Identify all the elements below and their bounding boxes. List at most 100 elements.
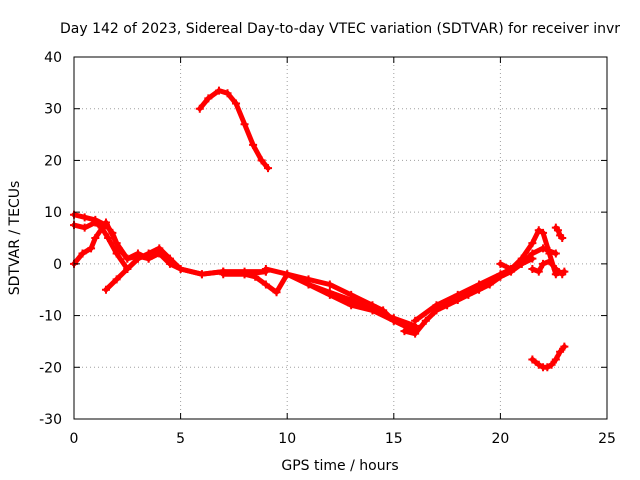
data-point [264,164,273,173]
data-point [534,360,543,369]
data-point [123,254,132,263]
data-point [91,218,100,227]
data-point [78,249,87,258]
data-point [219,270,228,279]
data-point [556,347,565,356]
data-point [368,306,377,315]
data-point [545,249,554,258]
data-point [249,140,258,149]
data-point [283,270,292,279]
data-point [261,265,270,274]
data-series-3 [71,220,141,272]
data-point [547,360,556,369]
y-tick-label: -10 [39,309,62,325]
data-point [507,265,516,274]
data-point [240,120,249,129]
data-point [432,301,441,310]
data-point [411,316,420,325]
data-series-6 [220,271,418,334]
data-point [534,267,543,276]
y-tick-label: 10 [44,205,62,221]
y-axis-label: SDTVAR / TECUs [7,181,23,296]
data-point [223,89,232,98]
y-tick-label: -30 [39,412,62,428]
y-tick-label: 20 [44,153,62,169]
data-point [80,213,89,222]
data-point [389,316,398,325]
data-point [204,94,213,103]
data-point [155,244,164,253]
data-point [528,265,537,274]
data-point [91,234,100,242]
x-tick-label: 20 [491,431,509,447]
data-point [165,254,174,263]
data-point [80,223,89,232]
data-point [558,234,567,242]
data-point [528,249,537,258]
data-point [133,254,142,263]
data-point [87,244,96,253]
data-point [112,239,121,248]
data-point [534,226,543,235]
y-tick-label: -20 [39,360,62,376]
data-point [475,280,484,289]
x-axis-label: GPS time / hours [281,458,398,474]
data-point [272,288,281,297]
data-point [112,275,121,284]
data-point [558,270,567,279]
data-point [517,254,526,263]
data-point [421,316,430,325]
data-point [304,280,313,289]
data-point [543,363,552,372]
data-point [101,218,110,227]
data-series-13 [553,225,565,241]
data-point [144,249,153,258]
data-point [539,228,548,237]
plot-frame [73,56,608,420]
y-tick-label: 30 [44,102,62,118]
data-point [496,259,505,268]
data-point [411,329,420,338]
x-tick-label: 10 [278,431,296,447]
grid [74,57,607,419]
y-tick-label: 40 [44,50,62,66]
data-point [214,86,223,95]
y-tick-label: 0 [53,257,62,273]
data-point [232,99,241,108]
data-point [453,290,462,299]
chart-title: Day 142 of 2023, Sidereal Day-to-day VTE… [60,21,620,37]
data-point [240,270,249,279]
x-tick-label: 0 [70,431,79,447]
data-point [195,104,204,113]
data-series-1 [197,88,271,171]
data-point [176,265,185,274]
data-point [551,355,560,364]
data-point [261,280,270,289]
data-series-8 [306,282,418,331]
data-point [539,259,548,268]
data-point [112,249,121,258]
data-point [197,270,206,279]
data-point [257,156,266,165]
data-point [560,342,569,351]
ticks: 0 5 10 15 20 25 -30 -20 -10 0 10 20 30 40 [39,50,616,447]
x-tick-label: 25 [598,431,616,447]
x-tick-label: 15 [385,431,403,447]
data-point [104,234,113,242]
data-point [325,288,334,297]
data-point [553,226,562,235]
data-point [528,239,537,248]
data-point [496,270,505,279]
data-point [400,327,409,336]
data-point [347,296,356,305]
data-point [545,257,554,266]
x-tick-label: 5 [176,431,185,447]
data-point [325,280,334,289]
data-point [528,355,537,364]
data-point [101,285,110,294]
data-point [551,265,560,274]
data-point [251,272,260,281]
series-layer [70,86,569,372]
data-point [123,265,132,274]
